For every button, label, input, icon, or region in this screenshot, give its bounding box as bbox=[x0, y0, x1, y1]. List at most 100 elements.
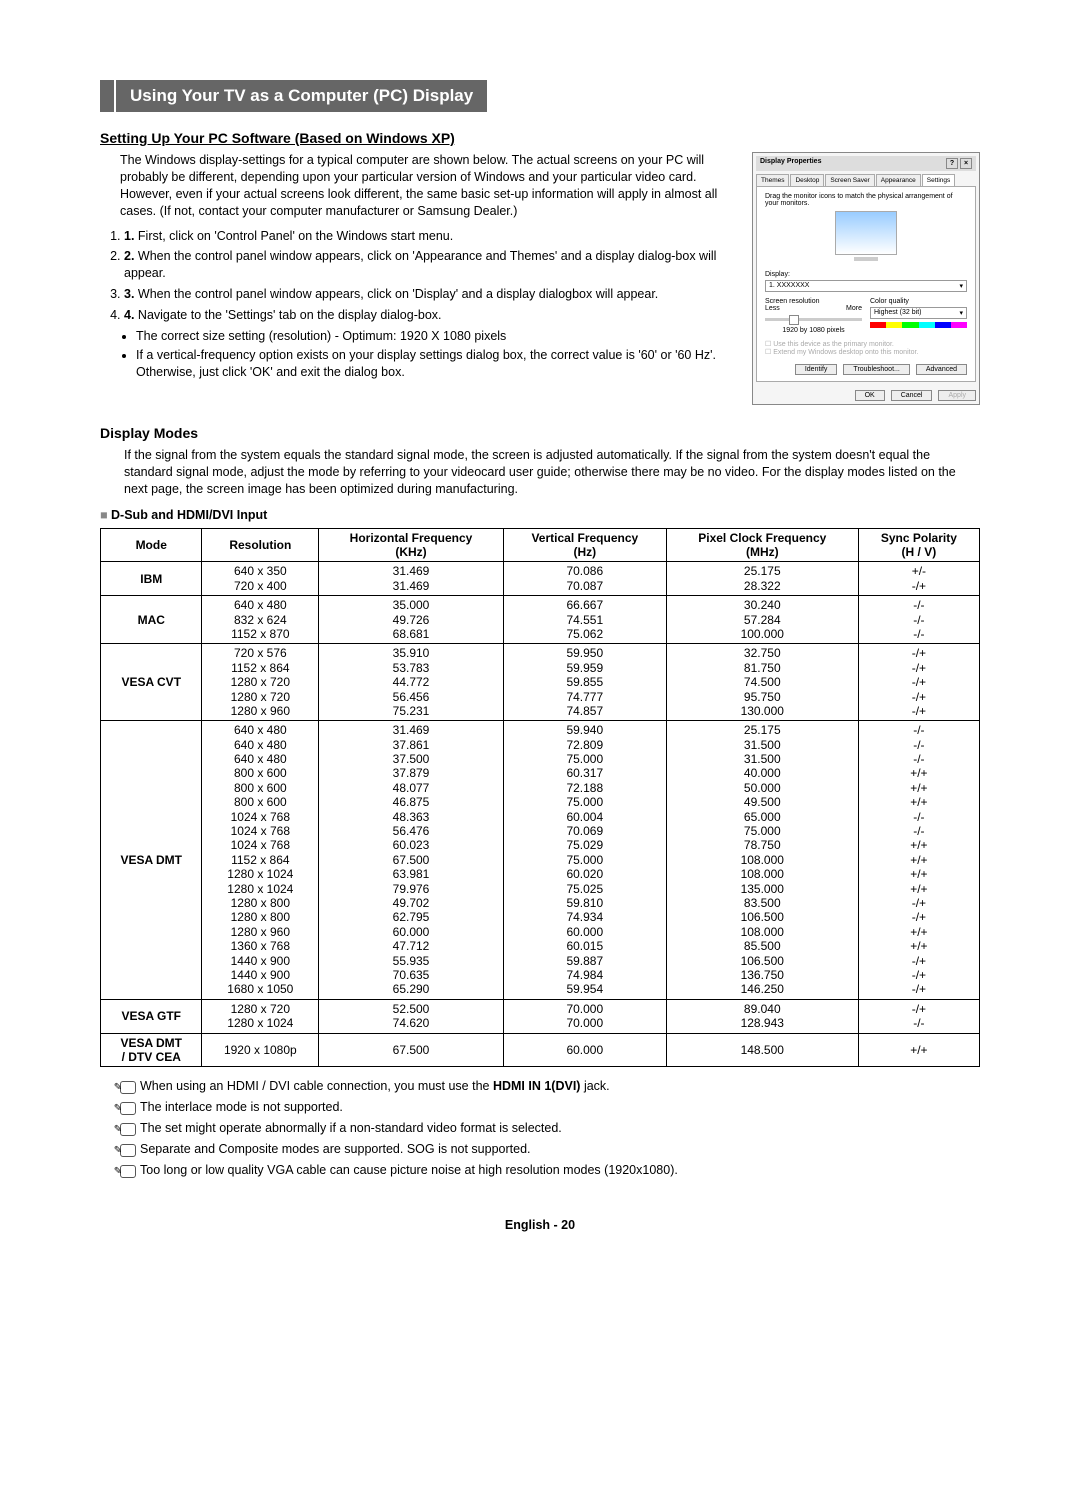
note-icon: ✎ bbox=[120, 1081, 136, 1094]
apply-button[interactable]: Apply bbox=[938, 390, 976, 401]
table-cell: +/--/+ bbox=[858, 562, 979, 596]
mode-cell: VESA GTF bbox=[101, 999, 202, 1033]
table-cell: 640 x 480832 x 6241152 x 870 bbox=[202, 596, 319, 644]
table-cell: 640 x 350720 x 400 bbox=[202, 562, 319, 596]
th-sync: Sync Polarity(H / V) bbox=[858, 528, 979, 562]
table-cell: 67.500 bbox=[319, 1033, 504, 1067]
table-cell: 32.75081.75074.50095.750130.000 bbox=[666, 644, 858, 721]
th-mode: Mode bbox=[101, 528, 202, 562]
note-line: ✎The interlace mode is not supported. bbox=[120, 1100, 980, 1115]
title-accent bbox=[100, 80, 114, 112]
dialog-title: Display Properties bbox=[760, 158, 821, 169]
color-bar bbox=[870, 322, 967, 328]
mode-cell: VESA DMT/ DTV CEA bbox=[101, 1033, 202, 1067]
drag-hint: Drag the monitor icons to match the phys… bbox=[765, 193, 967, 207]
troubleshoot-button[interactable]: Troubleshoot... bbox=[843, 364, 909, 375]
table-cell: 640 x 480640 x 480640 x 480800 x 600800 … bbox=[202, 721, 319, 999]
table-cell: 1280 x 7201280 x 1024 bbox=[202, 999, 319, 1033]
advanced-button[interactable]: Advanced bbox=[916, 364, 967, 375]
th-resolution: Resolution bbox=[202, 528, 319, 562]
th-pclock: Pixel Clock Frequency(MHz) bbox=[666, 528, 858, 562]
resolution-slider[interactable] bbox=[765, 318, 862, 321]
mode-cell: IBM bbox=[101, 562, 202, 596]
intro-row: The Windows display-settings for a typic… bbox=[100, 152, 980, 405]
section2-intro: If the signal from the system equals the… bbox=[124, 447, 980, 498]
table-cell: 52.50074.620 bbox=[319, 999, 504, 1033]
primary-checkbox[interactable]: ☐ Use this device as the primary monitor… bbox=[765, 340, 967, 348]
note-line: ✎The set might operate abnormally if a n… bbox=[120, 1121, 980, 1136]
bullet-2: If a vertical-frequency option exists on… bbox=[136, 347, 738, 381]
display-modes-table: Mode Resolution Horizontal Frequency(KHz… bbox=[100, 528, 980, 1068]
note-icon: ✎ bbox=[120, 1123, 136, 1136]
page-title-bar: Using Your TV as a Computer (PC) Display bbox=[100, 80, 980, 112]
step-1: 1. First, click on 'Control Panel' on th… bbox=[124, 228, 738, 245]
display-label: Display: bbox=[765, 271, 967, 278]
table-cell: 59.94072.80975.00060.31772.18875.00060.0… bbox=[503, 721, 666, 999]
tab-themes[interactable]: Themes bbox=[756, 174, 789, 186]
color-quality-dropdown[interactable]: Highest (32 bit)▾ bbox=[870, 307, 967, 319]
table-cell: 35.91053.78344.77256.45675.231 bbox=[319, 644, 504, 721]
table-cell: 89.040128.943 bbox=[666, 999, 858, 1033]
table-header-row: Mode Resolution Horizontal Frequency(KHz… bbox=[101, 528, 980, 562]
note-line: ✎Too long or low quality VGA cable can c… bbox=[120, 1163, 980, 1178]
table-cell: +/+ bbox=[858, 1033, 979, 1067]
close-icon[interactable]: × bbox=[960, 158, 972, 169]
table-cell: 59.95059.95959.85574.77774.857 bbox=[503, 644, 666, 721]
table-cell: 720 x 5761152 x 8641280 x 7201280 x 7201… bbox=[202, 644, 319, 721]
mode-cell: VESA CVT bbox=[101, 644, 202, 721]
dsub-heading: D-Sub and HDMI/DVI Input bbox=[100, 508, 980, 522]
table-cell: -/--/--/- bbox=[858, 596, 979, 644]
tab-settings[interactable]: Settings bbox=[922, 174, 956, 186]
intro-para: The Windows display-settings for a typic… bbox=[120, 152, 738, 220]
page-title: Using Your TV as a Computer (PC) Display bbox=[116, 80, 487, 112]
dialog-tabs: Themes Desktop Screen Saver Appearance S… bbox=[756, 174, 976, 187]
table-cell: 1920 x 1080p bbox=[202, 1033, 319, 1067]
resolution-label: Screen resolution bbox=[765, 298, 862, 305]
section1-heading: Setting Up Your PC Software (Based on Wi… bbox=[100, 130, 980, 146]
step4-bullets: The correct size setting (resolution) - … bbox=[136, 328, 738, 381]
table-cell: 70.08670.087 bbox=[503, 562, 666, 596]
note-icon: ✎ bbox=[120, 1144, 136, 1157]
mode-cell: MAC bbox=[101, 596, 202, 644]
note-line: ✎When using an HDMI / DVI cable connecti… bbox=[120, 1079, 980, 1094]
help-icon[interactable]: ? bbox=[946, 158, 958, 169]
resolution-value: 1920 by 1080 pixels bbox=[765, 327, 862, 334]
section2-heading: Display Modes bbox=[100, 425, 980, 441]
note-icon: ✎ bbox=[120, 1102, 136, 1115]
step-2: 2. When the control panel window appears… bbox=[124, 248, 738, 282]
table-cell: 25.17528.322 bbox=[666, 562, 858, 596]
mode-cell: VESA DMT bbox=[101, 721, 202, 999]
table-cell: 35.00049.72668.681 bbox=[319, 596, 504, 644]
step-4: 4. Navigate to the 'Settings' tab on the… bbox=[124, 307, 738, 324]
monitor-icon[interactable] bbox=[835, 211, 897, 255]
table-cell: 148.500 bbox=[666, 1033, 858, 1067]
table-cell: -/--/--/-+/++/++/+-/--/-+/++/++/++/+-/+-… bbox=[858, 721, 979, 999]
cancel-button[interactable]: Cancel bbox=[891, 390, 933, 401]
notes-block: ✎When using an HDMI / DVI cable connecti… bbox=[100, 1079, 980, 1178]
th-vfreq: Vertical Frequency(Hz) bbox=[503, 528, 666, 562]
table-cell: 31.46931.469 bbox=[319, 562, 504, 596]
display-properties-dialog: Display Properties ? × Themes Desktop Sc… bbox=[752, 152, 980, 405]
tab-desktop[interactable]: Desktop bbox=[790, 174, 824, 186]
note-line: ✎Separate and Composite modes are suppor… bbox=[120, 1142, 980, 1157]
table-cell: -/+-/+-/+-/+-/+ bbox=[858, 644, 979, 721]
ok-button[interactable]: OK bbox=[855, 390, 885, 401]
display-dropdown[interactable]: 1. XXXXXXX▾ bbox=[765, 280, 967, 292]
extend-checkbox[interactable]: ☐ Extend my Windows desktop onto this mo… bbox=[765, 348, 967, 356]
step-3: 3. When the control panel window appears… bbox=[124, 286, 738, 303]
table-cell: 66.66774.55175.062 bbox=[503, 596, 666, 644]
table-cell: 31.46937.86137.50037.87948.07746.87548.3… bbox=[319, 721, 504, 999]
table-cell: 60.000 bbox=[503, 1033, 666, 1067]
th-hfreq: Horizontal Frequency(KHz) bbox=[319, 528, 504, 562]
table-cell: -/+-/- bbox=[858, 999, 979, 1033]
table-cell: 25.17531.50031.50040.00050.00049.50065.0… bbox=[666, 721, 858, 999]
color-quality-label: Color quality bbox=[870, 298, 967, 305]
page-footer: English - 20 bbox=[100, 1218, 980, 1232]
identify-button[interactable]: Identify bbox=[795, 364, 838, 375]
bullet-1: The correct size setting (resolution) - … bbox=[136, 328, 738, 345]
tab-appearance[interactable]: Appearance bbox=[876, 174, 921, 186]
table-cell: 30.24057.284100.000 bbox=[666, 596, 858, 644]
note-icon: ✎ bbox=[120, 1165, 136, 1178]
tab-screensaver[interactable]: Screen Saver bbox=[825, 174, 874, 186]
table-cell: 70.00070.000 bbox=[503, 999, 666, 1033]
